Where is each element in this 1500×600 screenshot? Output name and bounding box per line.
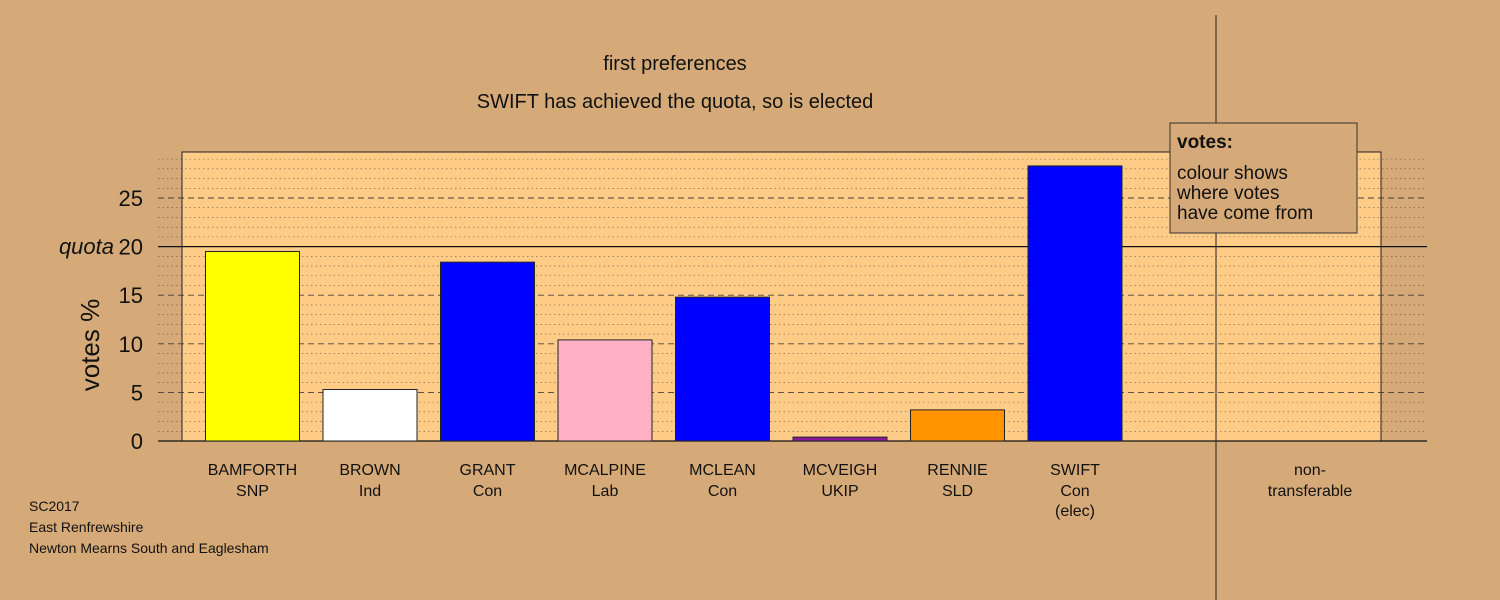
- x-tick-label-party: SLD: [942, 483, 973, 500]
- bar-rennie: [910, 409, 1005, 442]
- x-tick-label-party: Ind: [359, 483, 381, 500]
- x-tick-label-name: MCALPINE: [564, 462, 646, 479]
- bar-bamforth: [205, 250, 300, 442]
- x-tick-label-name: MCLEAN: [689, 462, 756, 479]
- x-tick-label-name: GRANT: [460, 462, 516, 479]
- y-tick-label: 15: [119, 283, 143, 308]
- x-tick-label-name: BAMFORTH: [208, 462, 297, 479]
- x-tick-label-party: UKIP: [821, 483, 858, 500]
- x-tick-label-status: (elec): [1055, 503, 1095, 520]
- chart-title: first preferences: [603, 53, 746, 75]
- bar-grant: [440, 261, 535, 442]
- y-tick-label: 20: [119, 235, 143, 260]
- bars: [205, 165, 1123, 442]
- legend-line-3: have come from: [1177, 203, 1313, 224]
- x-tick-label-name: RENNIE: [927, 462, 987, 479]
- bar-mcveigh: [792, 436, 888, 442]
- footer-line-1: SC2017: [29, 498, 80, 514]
- bar-mclean: [675, 296, 770, 442]
- x-tick-label-party: Con: [1060, 483, 1089, 500]
- y-tick-label: 5: [131, 380, 143, 405]
- legend-line-2: where votes: [1176, 183, 1279, 204]
- legend-line-1: colour shows: [1177, 163, 1288, 184]
- y-axis: 0 5 10 15 20 25: [119, 186, 143, 454]
- footer-line-3: Newton Mearns South and Eaglesham: [29, 540, 269, 556]
- x-tick-label-party: Con: [473, 483, 502, 500]
- y-tick-label: 0: [131, 429, 143, 454]
- x-axis-labels: BAMFORTH SNP BROWN Ind GRANT Con MCALPINE Lab MC…: [208, 462, 1100, 520]
- bar-brown: [322, 388, 418, 442]
- x-tick-label-party: SNP: [236, 483, 269, 500]
- bar-swift: [1027, 165, 1123, 442]
- footer-line-2: East Renfrewshire: [29, 519, 144, 535]
- x-tick-label-party: Lab: [592, 483, 619, 500]
- y-tick-label: 10: [119, 332, 143, 357]
- quota-label: quota: [59, 234, 114, 259]
- x-tick-label-name: SWIFT: [1050, 462, 1100, 479]
- x-tick-label-name: MCVEIGH: [803, 462, 878, 479]
- legend-title: votes:: [1177, 132, 1233, 153]
- legend-box: [1169, 122, 1358, 234]
- nontransferable-label-line1: non-: [1294, 462, 1326, 479]
- chart-subtitle: SWIFT has achieved the quota, so is elec…: [477, 91, 874, 113]
- y-tick-label: 25: [119, 186, 143, 211]
- nontransferable-label-line2: transferable: [1268, 483, 1353, 500]
- y-axis-label: votes %: [75, 299, 105, 392]
- bar-mcalpine: [557, 339, 653, 442]
- legend: votes: colour shows where votes have com…: [1169, 122, 1358, 234]
- x-tick-label-name: BROWN: [339, 462, 400, 479]
- x-tick-label-party: Con: [708, 483, 737, 500]
